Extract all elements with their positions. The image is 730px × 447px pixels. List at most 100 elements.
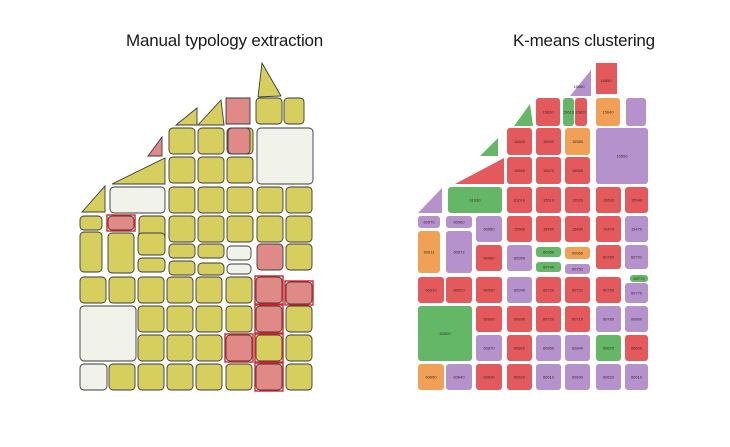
cluster-block-label: 60780 [603, 317, 615, 322]
block-wedge [81, 184, 106, 213]
cluster-block [536, 262, 561, 272]
block [79, 215, 103, 231]
cluster-block [446, 364, 472, 390]
cluster-block [625, 306, 648, 332]
cluster-block [565, 216, 590, 242]
cluster-block [625, 216, 648, 242]
kmeans-cluster-map: 15660 15650 15630 15610 15620 15640 15600 15590… [418, 63, 648, 390]
block-wedge [111, 157, 166, 185]
block [195, 334, 223, 362]
cluster-block [446, 231, 472, 273]
block-wedge [225, 97, 251, 125]
cluster-block [446, 216, 472, 228]
cluster-block-label: 15650 [600, 78, 612, 83]
block [227, 127, 251, 155]
block [256, 243, 284, 271]
cluster-block [476, 216, 502, 242]
block [225, 305, 253, 333]
cluster-block [418, 188, 442, 213]
cluster-block-label: 60770 [633, 276, 645, 281]
cluster-block [570, 70, 591, 96]
cluster-block [563, 98, 574, 126]
block [137, 232, 166, 256]
right-panel-title: K-means clustering [513, 31, 655, 50]
block [285, 281, 313, 305]
cluster-block [596, 277, 621, 303]
cluster-block-label: 15470 [603, 227, 615, 232]
cluster-block-label: 60720 [543, 317, 555, 322]
left-panel-title: Manual typology extraction [126, 31, 324, 50]
block [168, 243, 196, 259]
cluster-block [507, 245, 532, 271]
cluster-block-label: 60670 [603, 346, 615, 351]
cluster-block [418, 364, 444, 390]
block [197, 215, 225, 243]
cluster-block [418, 231, 440, 273]
block [168, 156, 196, 184]
cluster-block [507, 157, 532, 184]
block [283, 97, 305, 125]
cluster-block-label: 60630 [483, 375, 495, 380]
cluster-block-label: 60920 [453, 288, 465, 293]
cluster-block-label: 60751 [631, 255, 643, 260]
cluster-block [565, 128, 590, 155]
cluster-block-label: 60650 [425, 375, 437, 380]
cluster-block-label: 60960 [572, 251, 584, 256]
cluster-block [596, 364, 621, 390]
cluster-block [455, 158, 504, 184]
highlight-outline [254, 275, 284, 305]
cluster-block-label: 15500 [514, 227, 526, 232]
block [168, 215, 196, 243]
block [226, 186, 254, 214]
cluster-block-label: 61010 [514, 198, 526, 203]
cluster-block-label: 60750 [603, 255, 615, 260]
cluster-block-label: 15470 [631, 227, 643, 232]
cluster-block-label: 60620 [514, 375, 526, 380]
cluster-block-label: 60860 [514, 346, 526, 351]
cluster-block-label: 60752 [572, 267, 584, 272]
cluster-block-label: 60980 [483, 227, 495, 232]
cluster-block-label: 60900 [483, 317, 495, 322]
cluster-block [596, 63, 617, 94]
cluster-block-label: 60890 [514, 317, 526, 322]
cluster-block [596, 245, 621, 269]
block [256, 186, 284, 214]
cluster-block-label: 60940 [514, 288, 526, 293]
block [195, 363, 223, 391]
highlight-outline [106, 214, 136, 232]
cluster-block [536, 247, 561, 257]
cluster-block [625, 335, 648, 361]
cluster-block-label: 15510 [543, 198, 555, 203]
cluster-block [565, 187, 590, 213]
cluster-block [507, 128, 532, 155]
cluster-block [596, 335, 621, 361]
block [285, 215, 313, 243]
cluster-block [630, 275, 648, 282]
cluster-block [565, 247, 590, 259]
block [225, 334, 253, 362]
cluster-block [565, 364, 590, 390]
cluster-block-label: 60972 [453, 250, 465, 255]
highlight-outline [254, 333, 284, 363]
cluster-block-label: 60950 [543, 250, 555, 255]
cluster-block-label: 60710 [572, 317, 584, 322]
block-wedge [196, 98, 225, 126]
cluster-block [565, 277, 590, 303]
block [168, 127, 196, 155]
cluster-block [596, 306, 621, 332]
cluster-block-label: 60911 [424, 250, 436, 255]
cluster-block-label: 60800 [631, 317, 643, 322]
block [225, 363, 253, 391]
cluster-block-label: 60731 [572, 288, 584, 293]
cluster-block [565, 157, 590, 184]
block [137, 257, 166, 273]
cluster-block [446, 277, 472, 303]
block [285, 334, 313, 362]
block [225, 276, 253, 304]
block [255, 363, 283, 391]
block [197, 127, 225, 155]
block [285, 243, 313, 271]
cluster-block-label: 15480 [572, 227, 584, 232]
block [168, 260, 196, 276]
